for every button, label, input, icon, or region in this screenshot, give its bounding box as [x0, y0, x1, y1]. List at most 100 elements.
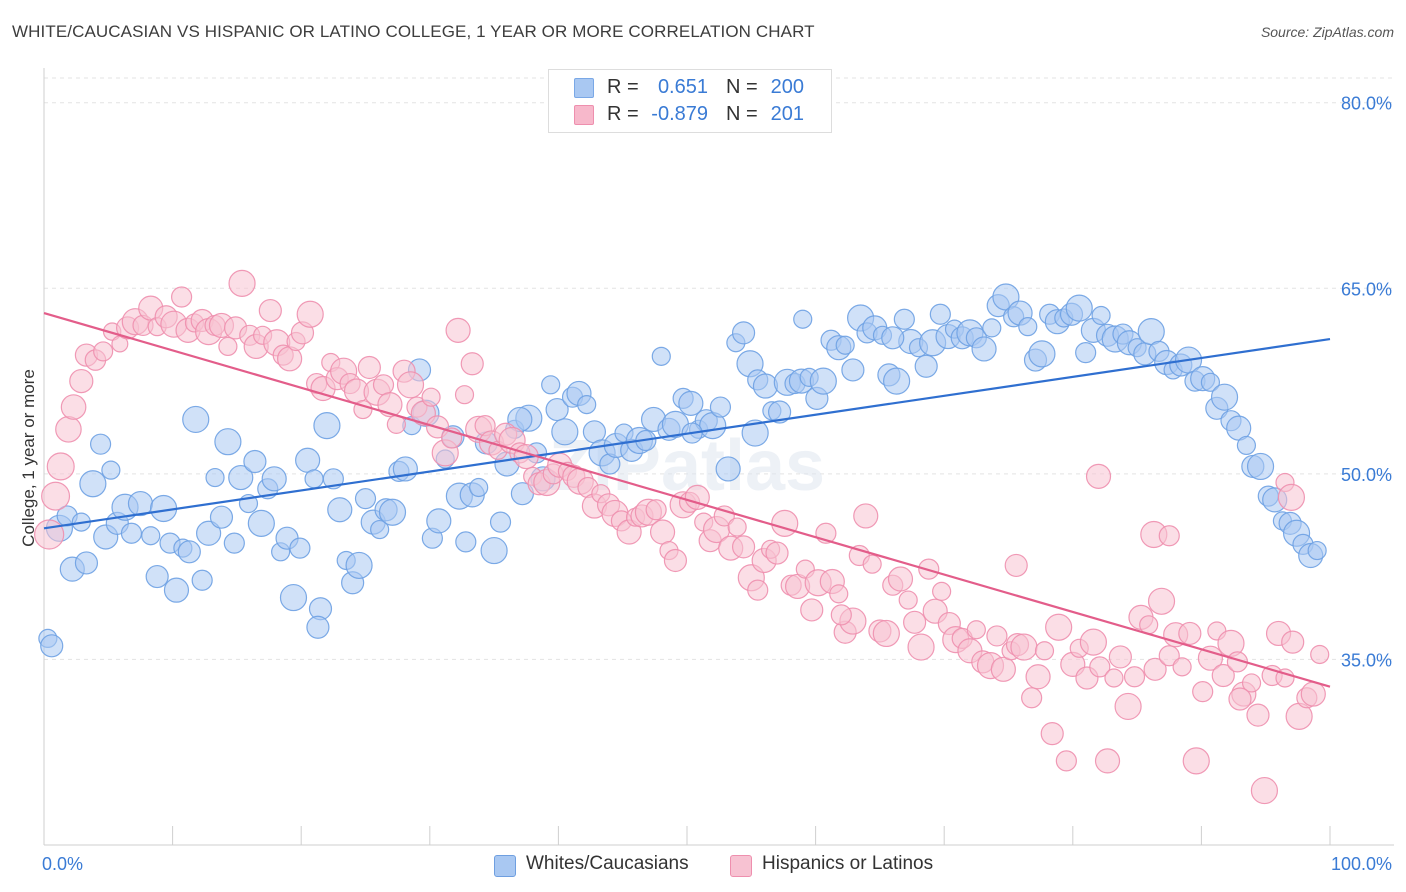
hispanic-point: [218, 336, 238, 357]
white-point: [279, 583, 308, 612]
white-point: [177, 540, 201, 564]
legend-r-value: -0.879: [651, 103, 708, 125]
hispanic-point: [663, 548, 688, 573]
hispanic-point: [396, 371, 425, 399]
hispanic-point: [829, 584, 849, 604]
white-point: [1210, 383, 1239, 411]
hispanic-point: [445, 317, 471, 343]
white-point: [914, 354, 938, 378]
white-point: [141, 526, 161, 546]
white-point: [709, 396, 732, 418]
hispanic-point: [887, 566, 914, 592]
hispanic-point: [1104, 668, 1124, 688]
hispanic-point: [1178, 621, 1202, 646]
hispanic-point: [1040, 722, 1064, 746]
hispanic-point: [898, 590, 918, 610]
chart-title: WHITE/CAUCASIAN VS HISPANIC OR LATINO CO…: [12, 22, 815, 41]
white-point: [101, 460, 121, 480]
white-point: [205, 467, 225, 488]
hispanic-point: [684, 484, 710, 510]
hispanic-point: [932, 581, 952, 601]
hispanic-point: [1079, 628, 1107, 656]
white-point: [551, 418, 579, 446]
hispanic-point: [1246, 703, 1270, 727]
white-point: [1018, 317, 1038, 337]
legend-label-hispanics: Hispanics or Latinos: [762, 853, 934, 874]
white-point: [835, 335, 855, 355]
white-point: [354, 488, 377, 510]
hispanic-point: [830, 604, 852, 626]
hispanic-point: [645, 499, 667, 521]
white-point: [196, 520, 222, 546]
white-point: [191, 569, 213, 591]
hispanic-point: [747, 579, 769, 601]
white-point: [541, 375, 561, 395]
correlation-legend: R = 0.651 N = 200 R = -0.879 N = 201: [548, 69, 832, 133]
white-point: [120, 522, 143, 544]
hispanic-point: [800, 598, 824, 622]
hispanic-point: [69, 368, 94, 394]
y-tick-label: 80.0%: [1341, 94, 1392, 114]
y-axis-label: College, 1 year or more: [19, 369, 38, 547]
hispanic-point: [903, 610, 927, 634]
y-tick-label: 50.0%: [1341, 465, 1392, 485]
hispanic-point: [853, 503, 879, 529]
series-legend: Whites/Caucasians Hispanics or Latinos: [0, 851, 1406, 879]
white-point: [223, 532, 245, 554]
hispanic-point: [765, 541, 789, 565]
white-point: [1246, 452, 1275, 481]
white-point: [893, 308, 915, 330]
hispanic-point: [454, 385, 475, 405]
white-point: [651, 346, 671, 366]
hispanic-point: [1147, 587, 1176, 615]
white-point: [79, 470, 107, 498]
legend-swatch-hispanics: [730, 855, 752, 877]
hispanic-point: [258, 298, 282, 323]
white-point: [982, 318, 1002, 338]
white-point: [741, 419, 769, 447]
trend-lines: [43, 311, 1331, 688]
hispanic-point: [1114, 692, 1142, 721]
hispanic-point: [1310, 644, 1330, 665]
white-point: [767, 400, 792, 424]
hispanic-point: [990, 656, 1016, 682]
legend-r-label: R =: [607, 103, 639, 125]
hispanic-point: [55, 416, 82, 443]
white-point: [243, 449, 267, 474]
legend-label-whites: Whites/Caucasians: [526, 853, 689, 874]
hispanic-point: [1300, 681, 1326, 707]
hispanic-point: [34, 519, 65, 550]
hispanic-point: [1143, 657, 1167, 681]
white-point: [327, 497, 353, 523]
hispanic-point: [727, 517, 747, 537]
legend-swatch-whites: [494, 855, 516, 877]
hispanic-point: [171, 286, 193, 308]
white-point: [752, 373, 779, 399]
hispanic-point: [1094, 748, 1121, 774]
white-point: [313, 412, 341, 440]
hispanic-point: [907, 633, 935, 661]
white-point: [1091, 305, 1111, 326]
hispanic-point: [1281, 630, 1305, 654]
hispanic-point: [986, 625, 1008, 647]
white-point: [881, 326, 905, 350]
white-point: [809, 367, 837, 395]
white-point: [214, 428, 242, 456]
hispanic-point: [1055, 750, 1077, 772]
hispanic-point: [372, 374, 395, 396]
hispanic-point: [377, 391, 403, 418]
axes: [43, 68, 1394, 846]
white-point: [715, 456, 741, 482]
hispanic-point: [1123, 666, 1146, 688]
white-point: [1137, 318, 1165, 346]
white-point: [322, 468, 344, 490]
hispanic-point: [1158, 645, 1180, 667]
hispanic-point: [421, 387, 441, 407]
legend-n-label: N =: [726, 103, 758, 125]
source-label: Source: ZipAtlas.com: [1260, 24, 1394, 40]
hispanic-point: [1228, 687, 1252, 711]
legend-r-value: 0.651: [657, 76, 708, 98]
white-point: [971, 336, 997, 362]
legend-n-value: 200: [770, 76, 804, 98]
hispanic-point: [713, 505, 735, 527]
